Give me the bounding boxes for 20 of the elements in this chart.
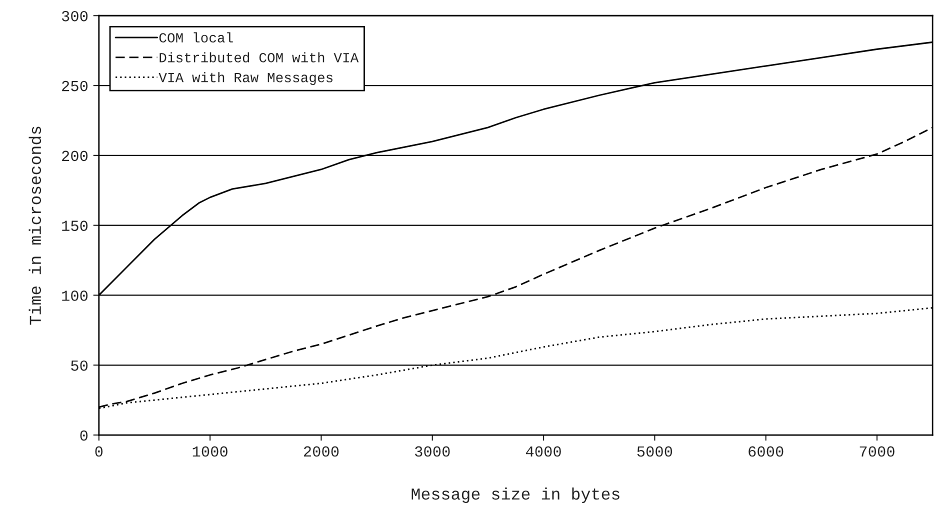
x-axis-title: Message size in bytes — [412, 487, 620, 504]
x-tick-label: 3000 — [414, 446, 450, 457]
x-tick-label: 1000 — [192, 446, 228, 457]
y-tick-label: 300 — [62, 10, 88, 22]
x-tick-label: 6000 — [748, 446, 784, 457]
y-tick-label: 100 — [62, 290, 88, 301]
x-tick-label: 0 — [95, 446, 103, 457]
x-tick-label: 7000 — [860, 446, 894, 457]
y-tick-label: 0 — [80, 430, 88, 441]
x-tick-label: 4000 — [526, 446, 561, 457]
y-tick-label: 200 — [62, 150, 88, 162]
x-tick-label: 2000 — [304, 446, 339, 457]
y-axis-title: Time in microseconds — [28, 126, 42, 325]
legend-label: Distributed COM with VIA — [160, 52, 359, 62]
legend-label: VIA with Raw Messages — [158, 72, 333, 86]
x-tick-label: 5000 — [637, 446, 672, 457]
legend-label: COM local — [159, 32, 233, 42]
y-tick-label: 250 — [62, 80, 88, 92]
y-tick-label: 50 — [71, 360, 88, 371]
y-tick-label: 150 — [62, 220, 88, 232]
